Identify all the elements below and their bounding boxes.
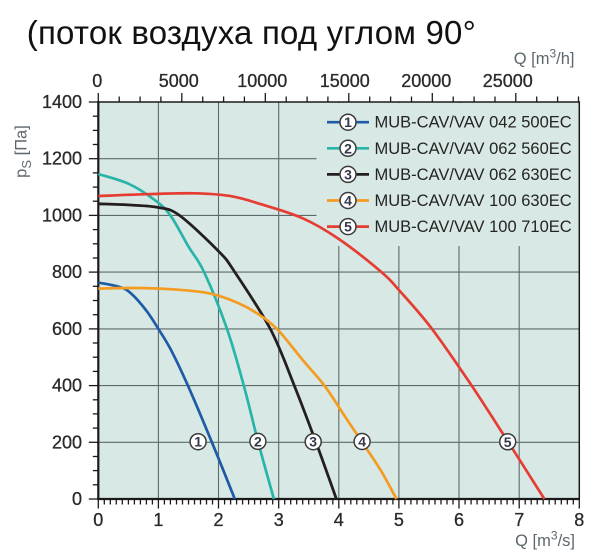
- svg-text:5000: 5000: [159, 71, 199, 91]
- svg-text:MUB-CAV/VAV 100 630EC: MUB-CAV/VAV 100 630EC: [375, 192, 572, 210]
- svg-text:1200: 1200: [42, 149, 82, 169]
- svg-text:MUB-CAV/VAV 062 630EC: MUB-CAV/VAV 062 630EC: [375, 166, 572, 184]
- svg-text:1: 1: [153, 510, 163, 530]
- svg-text:7: 7: [514, 510, 524, 530]
- svg-text:3: 3: [274, 510, 284, 530]
- svg-text:600: 600: [52, 319, 82, 339]
- svg-text:800: 800: [52, 262, 82, 282]
- svg-text:5: 5: [394, 510, 404, 530]
- svg-text:20000: 20000: [401, 71, 451, 91]
- svg-text:400: 400: [52, 376, 82, 396]
- svg-text:10000: 10000: [237, 71, 287, 91]
- svg-text:Q [m3/h]: Q [m3/h]: [514, 47, 575, 69]
- svg-text:8: 8: [574, 510, 584, 530]
- svg-text:200: 200: [52, 432, 82, 452]
- svg-text:0: 0: [92, 71, 102, 91]
- svg-text:(поток воздуха под углом 90°: (поток воздуха под углом 90°: [27, 14, 476, 51]
- svg-text:MUB-CAV/VAV 042 500EC: MUB-CAV/VAV 042 500EC: [375, 114, 572, 132]
- svg-text:1400: 1400: [42, 92, 82, 112]
- svg-text:4: 4: [344, 193, 352, 209]
- svg-text:MUB-CAV/VAV 062 560EC: MUB-CAV/VAV 062 560EC: [375, 140, 572, 158]
- svg-text:0: 0: [93, 510, 103, 530]
- svg-text:2: 2: [254, 433, 262, 449]
- svg-text:2: 2: [344, 140, 352, 156]
- svg-text:6: 6: [454, 510, 464, 530]
- svg-text:1: 1: [344, 114, 352, 130]
- svg-text:5: 5: [504, 434, 512, 450]
- svg-text:1: 1: [194, 434, 202, 450]
- svg-text:3: 3: [344, 166, 352, 182]
- svg-text:4: 4: [334, 510, 344, 530]
- svg-text:Q [m3/s]: Q [m3/s]: [515, 529, 575, 551]
- svg-text:4: 4: [358, 434, 366, 450]
- svg-text:0: 0: [72, 489, 82, 509]
- svg-text:15000: 15000: [320, 71, 370, 91]
- svg-text:25000: 25000: [483, 71, 533, 91]
- svg-text:5: 5: [344, 219, 352, 235]
- svg-text:3: 3: [309, 434, 317, 450]
- svg-text:MUB-CAV/VAV 100 710EC: MUB-CAV/VAV 100 710EC: [375, 218, 572, 236]
- svg-text:2: 2: [213, 510, 223, 530]
- svg-text:1000: 1000: [42, 205, 82, 225]
